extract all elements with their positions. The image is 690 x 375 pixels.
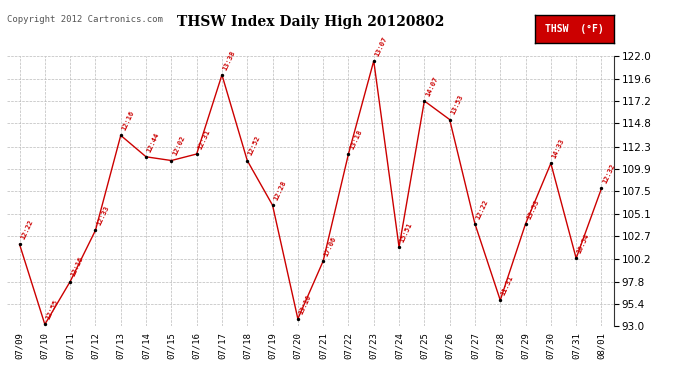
- Point: [241, 158, 253, 164]
- Text: 12:22: 12:22: [19, 219, 34, 241]
- Point: [191, 151, 202, 157]
- Text: THSW  (°F): THSW (°F): [545, 24, 604, 34]
- Point: [545, 160, 556, 166]
- Text: 13:07: 13:07: [374, 35, 388, 57]
- Point: [166, 158, 177, 164]
- Text: 12:22: 12:22: [475, 198, 489, 220]
- Point: [141, 154, 152, 160]
- Text: 12:55: 12:55: [45, 299, 59, 321]
- Point: [495, 297, 506, 303]
- Text: 12:28: 12:28: [273, 180, 287, 201]
- Point: [65, 279, 76, 285]
- Text: 10:54: 10:54: [576, 233, 591, 255]
- Point: [217, 72, 228, 78]
- Point: [571, 255, 582, 261]
- Text: 11:31: 11:31: [500, 274, 515, 297]
- Text: 12:02: 12:02: [171, 135, 186, 157]
- Text: 12:16: 12:16: [121, 110, 135, 132]
- Text: 13:10: 13:10: [298, 293, 313, 315]
- Text: 12:16: 12:16: [70, 256, 85, 278]
- Point: [419, 98, 430, 104]
- Text: 14:33: 14:33: [551, 138, 565, 160]
- Text: 13:53: 13:53: [450, 94, 464, 116]
- Text: 12:31: 12:31: [197, 129, 211, 150]
- Text: 12:44: 12:44: [146, 131, 161, 153]
- Text: 14:07: 14:07: [424, 75, 439, 97]
- Text: 12:52: 12:52: [247, 135, 262, 157]
- Point: [293, 316, 304, 322]
- Text: 13:18: 13:18: [348, 129, 363, 150]
- Point: [520, 221, 531, 227]
- Point: [115, 132, 126, 138]
- Point: [267, 202, 278, 208]
- Text: THSW Index Daily High 20120802: THSW Index Daily High 20120802: [177, 15, 444, 29]
- Point: [368, 58, 380, 64]
- Text: 12:33: 12:33: [95, 205, 110, 226]
- Text: 17:06: 17:06: [323, 236, 337, 257]
- Text: 13:38: 13:38: [222, 50, 237, 71]
- Point: [39, 321, 50, 327]
- Point: [469, 221, 480, 227]
- Point: [393, 244, 404, 250]
- Point: [317, 258, 328, 264]
- Point: [596, 186, 607, 192]
- Point: [90, 227, 101, 233]
- Text: 12:32: 12:32: [602, 163, 616, 185]
- Point: [343, 151, 354, 157]
- Text: 15:51: 15:51: [399, 222, 413, 243]
- Text: 13:53: 13:53: [526, 198, 540, 220]
- Point: [14, 242, 25, 248]
- Point: [444, 117, 455, 123]
- Text: Copyright 2012 Cartronics.com: Copyright 2012 Cartronics.com: [7, 15, 163, 24]
